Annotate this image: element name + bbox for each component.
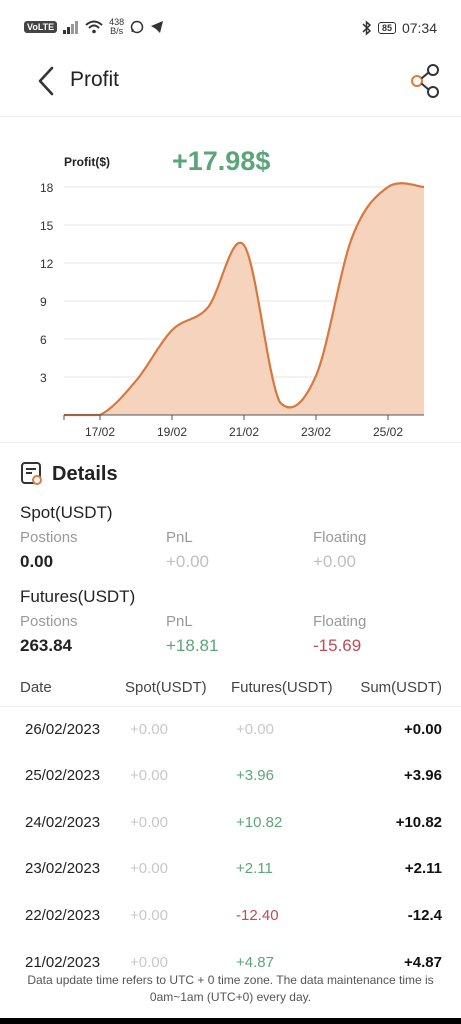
- row-date: 21/02/2023: [25, 954, 101, 971]
- spot-floating: Floating +0.00: [313, 529, 366, 572]
- row-futures: +2.11: [236, 860, 273, 877]
- header-spot: Spot(USDT): [125, 679, 207, 696]
- spot-floating-label: Floating: [313, 529, 367, 546]
- header-futures: Futures(USDT): [231, 679, 333, 696]
- battery-indicator: 85: [377, 22, 396, 34]
- row-futures: +10.82: [236, 814, 283, 831]
- row-sum: -12.4: [407, 907, 442, 924]
- x-tick-label: 19/02: [157, 425, 187, 439]
- y-tick-label: 3: [40, 371, 47, 385]
- spot-pnl-value: +0.00: [166, 552, 210, 571]
- row-date: 26/02/2023: [25, 721, 101, 738]
- signal-icon: [63, 21, 79, 34]
- spot-pnl-label: PnL: [166, 529, 193, 546]
- profit-chart-svg: 3 6 9 12 15 18 Profit($) +17.98$ 17/02 19/02 21/02…: [40, 146, 425, 439]
- table-header: Date Spot(USDT) Futures(USDT) Sum(USDT): [0, 676, 461, 707]
- bluetooth-icon: [362, 20, 372, 36]
- row-futures: +4.87: [236, 954, 274, 971]
- x-tick-label: 23/02: [301, 425, 331, 439]
- y-axis-label: Profit($): [64, 155, 110, 169]
- row-futures: +0.00: [236, 721, 274, 738]
- table-row: 24/02/2023 +0.00 +10.82 +10.82: [0, 814, 461, 860]
- futures-positions-value: 263.84: [20, 636, 72, 655]
- clock: 07:34: [401, 20, 437, 36]
- table-row: 26/02/2023 +0.00 +0.00 +0.00: [0, 721, 461, 767]
- futures-floating-value: -15.69: [313, 636, 362, 655]
- spot-section-title: Spot(USDT): [20, 503, 113, 522]
- row-spot: +0.00: [130, 860, 168, 877]
- net-speed-value: 438: [109, 17, 125, 27]
- table-row: 21/02/2023 +0.00 +4.87 +4.87: [0, 954, 461, 1000]
- top-bar: Profit: [0, 52, 461, 117]
- chart-title: +17.98$: [172, 146, 270, 176]
- futures-pnl-label: PnL: [166, 613, 193, 630]
- futures-pnl-value: +18.81: [166, 636, 219, 655]
- x-tick-label: 21/02: [229, 425, 259, 439]
- x-tick-label: 17/02: [85, 425, 115, 439]
- status-right: 85 07:34: [362, 20, 437, 36]
- row-spot: +0.00: [130, 767, 168, 784]
- futures-positions-label: Postions: [20, 613, 78, 630]
- page-title: Profit: [70, 68, 120, 91]
- row-spot: +0.00: [130, 814, 168, 831]
- futures-pnl: PnL +18.81: [166, 613, 218, 656]
- status-left: VoLTE 438 B/s: [24, 18, 164, 36]
- back-arrow-icon[interactable]: [34, 64, 60, 98]
- futures-section-title: Futures(USDT): [20, 587, 136, 606]
- table-row: 25/02/2023 +0.00 +3.96 +3.96: [0, 767, 461, 813]
- series-area: [64, 183, 424, 415]
- spot-positions: Postions 0.00: [20, 529, 78, 572]
- details-label: Details: [52, 462, 118, 485]
- row-futures: +3.96: [236, 767, 274, 784]
- spot-positions-value: 0.00: [20, 552, 54, 571]
- futures-positions: Postions 263.84: [20, 613, 78, 656]
- row-date: 23/02/2023: [25, 860, 101, 877]
- row-spot: +0.00: [130, 907, 168, 924]
- footer-note: Data update time refers to UTC + 0 time …: [0, 972, 461, 1006]
- footer-line-1: Data update time refers to UTC + 0 time …: [27, 973, 434, 987]
- row-spot: +0.00: [130, 954, 168, 971]
- row-spot: +0.00: [130, 721, 168, 738]
- bottom-edge: [0, 1018, 461, 1024]
- details-header: Details: [20, 461, 118, 487]
- share-icon[interactable]: [409, 62, 443, 100]
- series-line: [64, 182, 425, 417]
- row-sum: +2.11: [404, 860, 442, 877]
- header-sum: Sum(USDT): [360, 679, 442, 696]
- volte-badge: VoLTE: [24, 21, 58, 33]
- telegram-icon: [151, 21, 164, 33]
- header-date: Date: [20, 679, 52, 696]
- whatsapp-icon: [130, 20, 144, 34]
- row-sum: +0.00: [404, 721, 442, 738]
- row-futures: -12.40: [236, 907, 279, 924]
- row-sum: +10.82: [395, 814, 442, 831]
- spot-positions-label: Postions: [20, 529, 78, 546]
- spot-floating-value: +0.00: [313, 552, 357, 571]
- row-date: 24/02/2023: [25, 814, 101, 831]
- y-tick-label: 15: [40, 219, 54, 233]
- futures-floating: Floating -15.69: [313, 613, 366, 656]
- status-bar: VoLTE 438 B/s 85 07:34: [0, 0, 461, 52]
- table-row: 23/02/2023 +0.00 +2.11 +2.11: [0, 860, 461, 906]
- net-speed: 438 B/s: [109, 18, 124, 36]
- y-tick-label: 12: [40, 257, 54, 271]
- profit-chart: 3 6 9 12 15 18 Profit($) +17.98$ 17/02 19/02 21/02…: [0, 118, 461, 443]
- row-sum: +4.87: [404, 954, 442, 971]
- footer-line-2: 0am~1am (UTC+0) every day.: [149, 990, 312, 1004]
- table-row: 22/02/2023 +0.00 -12.40 -12.4: [0, 907, 461, 953]
- spot-pnl: PnL +0.00: [166, 529, 209, 572]
- futures-floating-label: Floating: [313, 613, 367, 630]
- document-icon: [21, 462, 42, 485]
- net-speed-unit: B/s: [110, 26, 124, 36]
- row-sum: +3.96: [404, 767, 442, 784]
- y-tick-label: 6: [40, 333, 47, 347]
- wifi-icon: [85, 20, 103, 34]
- row-date: 25/02/2023: [25, 767, 101, 784]
- row-date: 22/02/2023: [25, 907, 101, 924]
- y-tick-label: 18: [40, 181, 54, 195]
- y-tick-label: 9: [40, 295, 47, 309]
- x-tick-label: 25/02: [373, 425, 403, 439]
